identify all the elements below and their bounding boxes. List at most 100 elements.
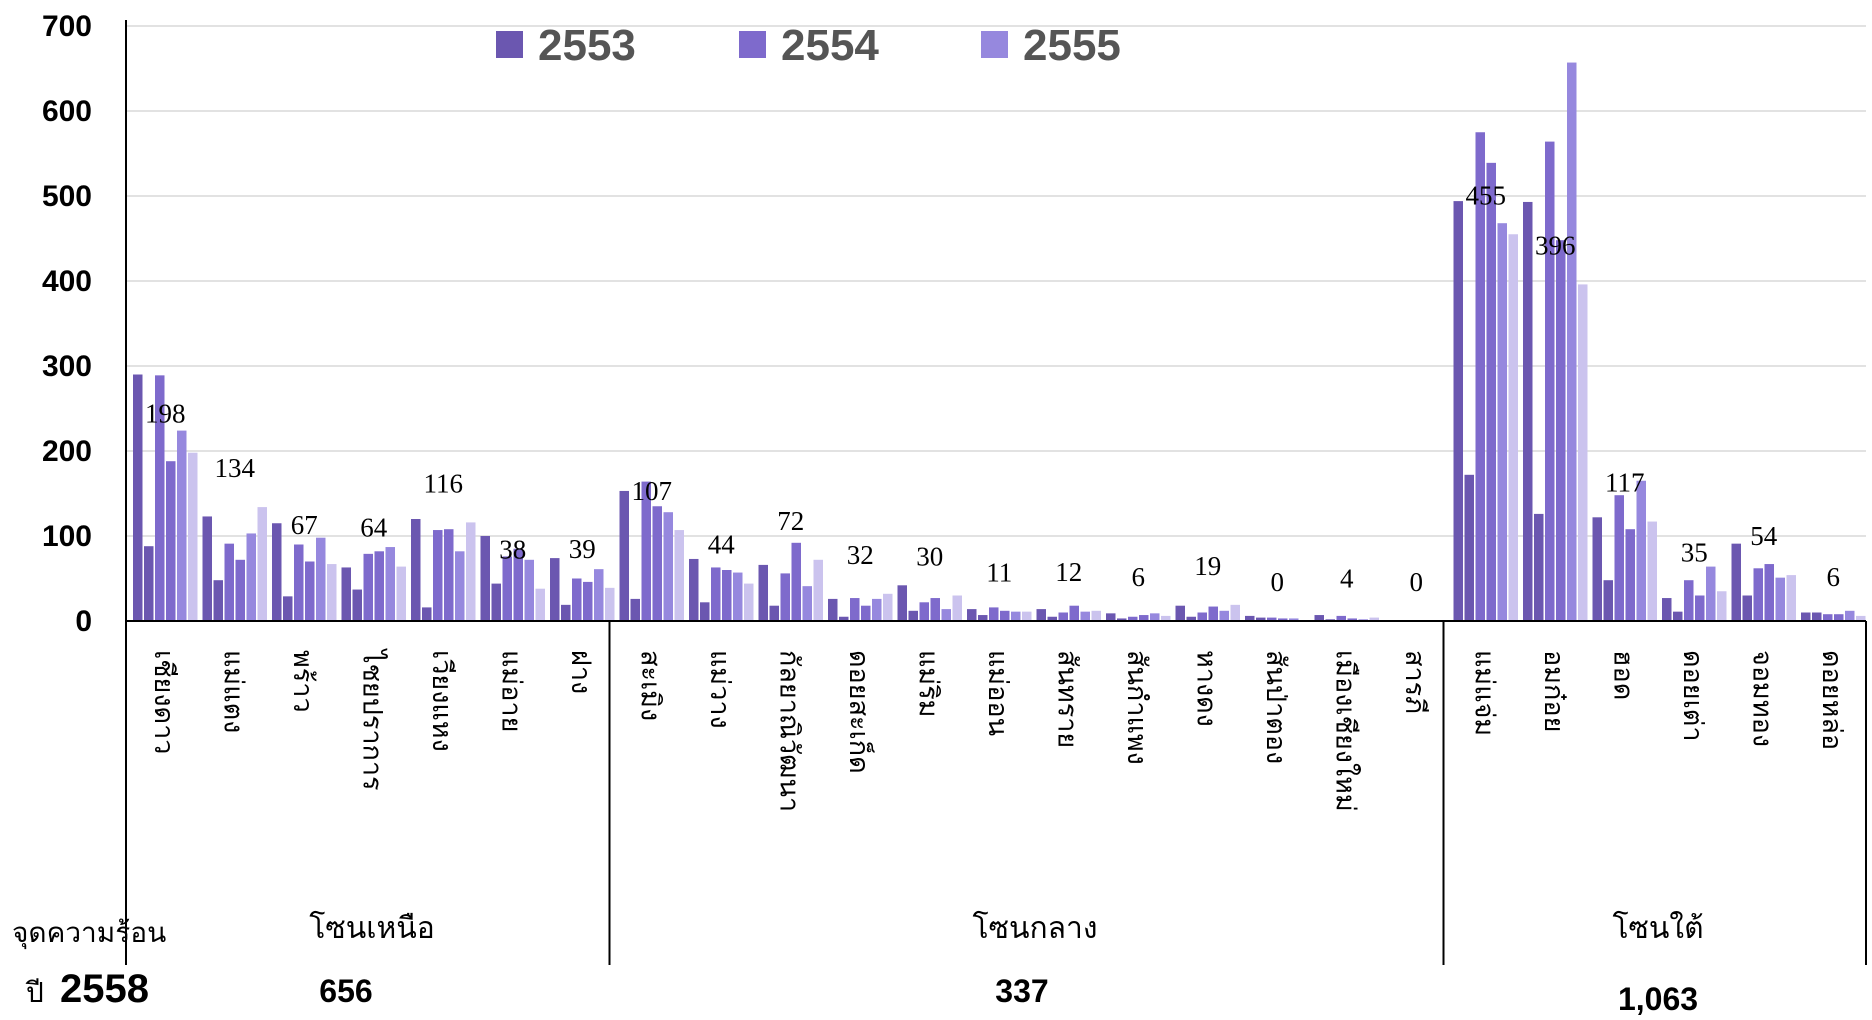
bar bbox=[177, 430, 187, 621]
bar bbox=[1812, 612, 1822, 621]
category-label: ดอยเต่า bbox=[1677, 650, 1708, 742]
bar bbox=[1289, 618, 1299, 621]
bar bbox=[1022, 611, 1032, 621]
bar bbox=[839, 616, 849, 621]
data-label: 44 bbox=[708, 530, 736, 560]
zone-total: 656 bbox=[319, 973, 372, 1009]
data-label: 0 bbox=[1410, 567, 1424, 597]
bar bbox=[828, 598, 838, 621]
bar bbox=[1567, 62, 1577, 622]
bar bbox=[941, 609, 951, 621]
bar bbox=[1000, 610, 1010, 621]
bar bbox=[674, 530, 684, 621]
hotspot-row-label: จุดความร้อน bbox=[12, 916, 166, 950]
bar bbox=[1856, 615, 1866, 621]
data-label: 117 bbox=[1605, 468, 1645, 498]
bar bbox=[535, 588, 545, 621]
data-label: 0 bbox=[1271, 567, 1285, 597]
bar bbox=[641, 481, 651, 621]
bar bbox=[1801, 612, 1811, 621]
bar bbox=[1545, 141, 1555, 621]
category-label: ดอยหล่อ bbox=[1816, 650, 1847, 750]
bar bbox=[202, 516, 212, 621]
bar bbox=[1047, 616, 1057, 621]
bar bbox=[133, 374, 143, 621]
category-label: ฮอด bbox=[1608, 650, 1639, 700]
bar bbox=[1497, 223, 1507, 621]
category-label: แม่วาง bbox=[704, 650, 735, 729]
bar bbox=[572, 578, 582, 621]
category-label: สารภี bbox=[1399, 650, 1430, 714]
bar bbox=[396, 566, 406, 621]
bar bbox=[897, 585, 907, 621]
bar bbox=[769, 605, 779, 621]
y-tick-label: 500 bbox=[42, 180, 92, 213]
bar bbox=[502, 556, 512, 621]
zone-name: โซนเหนือ bbox=[309, 910, 435, 946]
category-label: อมก๋อย bbox=[1538, 650, 1569, 732]
category-label: ไชยปราการ bbox=[357, 648, 388, 791]
bar bbox=[1753, 568, 1763, 621]
bar bbox=[700, 602, 710, 621]
bar bbox=[744, 583, 754, 621]
bar bbox=[1091, 610, 1101, 621]
data-label: 396 bbox=[1535, 230, 1576, 260]
category-label: เมืองเชียงใหม่ bbox=[1330, 650, 1362, 812]
bar bbox=[524, 559, 534, 621]
bar bbox=[1845, 610, 1855, 621]
bar bbox=[411, 519, 421, 621]
bar bbox=[374, 551, 384, 621]
legend-swatch bbox=[981, 31, 1008, 58]
y-tick-label: 200 bbox=[42, 435, 92, 468]
bar bbox=[930, 598, 940, 621]
legend-swatch bbox=[739, 31, 766, 58]
year-label: 2558 bbox=[60, 967, 149, 1011]
bar bbox=[652, 506, 662, 621]
bar bbox=[1592, 517, 1602, 621]
zone-name: โซนใต้ bbox=[1612, 910, 1703, 946]
bar bbox=[872, 598, 882, 621]
bar bbox=[1684, 580, 1694, 621]
bar bbox=[1764, 564, 1774, 621]
category-labels: เชียงดาว แม่แตง พร้าว ไชยปราการ เวียงแหง แม่อ… bbox=[148, 648, 1847, 812]
bar bbox=[908, 610, 918, 621]
bar bbox=[144, 546, 154, 621]
bar bbox=[283, 596, 293, 621]
y-tick-label: 700 bbox=[42, 10, 92, 43]
bar bbox=[689, 558, 699, 621]
data-label: 11 bbox=[986, 558, 1012, 588]
bar bbox=[1706, 566, 1716, 621]
bar bbox=[1256, 617, 1266, 621]
gridlines bbox=[126, 25, 1866, 537]
category-label: กัลยาณิวัฒนา bbox=[774, 650, 805, 812]
bar bbox=[1486, 162, 1496, 621]
bar bbox=[305, 561, 315, 621]
bar bbox=[1128, 616, 1138, 621]
bar bbox=[630, 598, 640, 621]
bar bbox=[550, 558, 560, 621]
bar bbox=[1219, 610, 1229, 621]
bar bbox=[213, 580, 223, 621]
category-label: แม่อาย bbox=[496, 650, 527, 732]
bar bbox=[1036, 609, 1046, 621]
category-label: แม่ริม bbox=[913, 650, 944, 718]
bar bbox=[166, 461, 176, 621]
bar bbox=[1314, 615, 1324, 621]
bar bbox=[1731, 543, 1741, 621]
bar bbox=[1106, 613, 1116, 621]
category-label: พร้าว bbox=[287, 650, 318, 713]
legend-label: 2554 bbox=[781, 21, 879, 70]
bar bbox=[1695, 595, 1705, 621]
y-tick-label: 600 bbox=[42, 95, 92, 128]
bar bbox=[722, 570, 732, 621]
bar bbox=[363, 553, 373, 621]
data-label: 30 bbox=[916, 542, 943, 572]
bar bbox=[1175, 605, 1185, 621]
bar bbox=[1534, 513, 1544, 621]
bar bbox=[1786, 575, 1796, 621]
bar bbox=[1230, 604, 1240, 621]
data-label: 35 bbox=[1681, 537, 1708, 567]
bar bbox=[1603, 580, 1613, 621]
data-label: 64 bbox=[360, 513, 388, 543]
bar bbox=[1058, 612, 1068, 621]
